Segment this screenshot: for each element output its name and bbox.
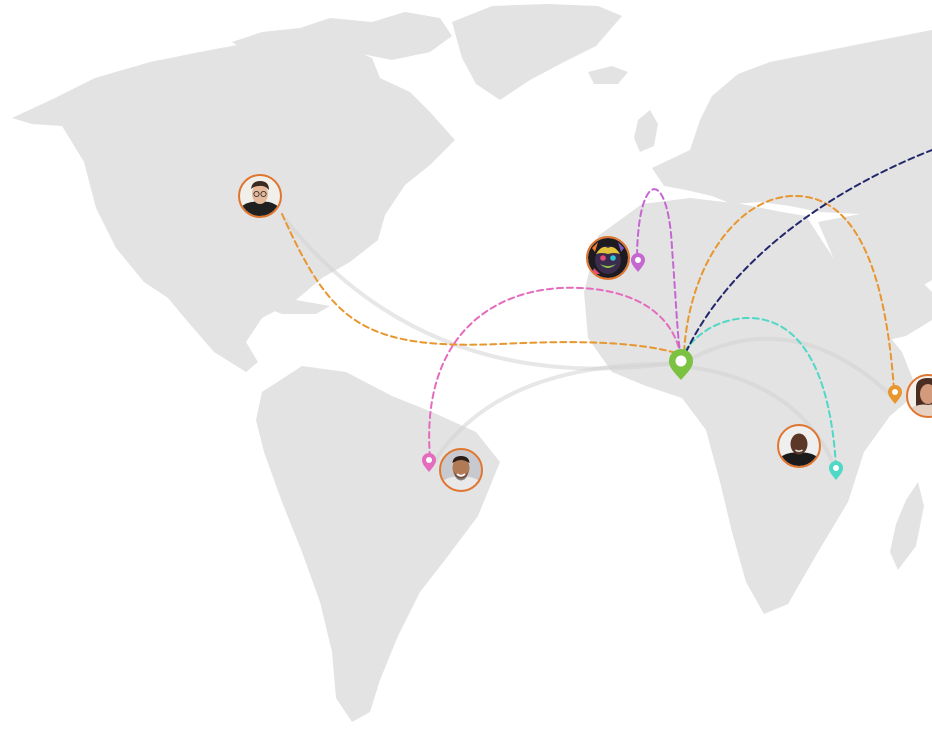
landmass-south-america bbox=[256, 366, 500, 722]
landmass-caribbean bbox=[262, 300, 330, 314]
halo-central-africa bbox=[681, 364, 838, 471]
contact-east-africa-avatar[interactable] bbox=[906, 374, 932, 418]
hub-pin[interactable] bbox=[669, 349, 693, 380]
east-africa-pin[interactable] bbox=[888, 385, 902, 404]
landmass-madagascar bbox=[890, 482, 924, 570]
west-africa-pin[interactable] bbox=[631, 253, 645, 272]
destination-pins bbox=[422, 253, 902, 480]
route-west-africa bbox=[635, 188, 681, 353]
landmass-eurasia bbox=[652, 30, 932, 292]
landmass-north-america bbox=[12, 40, 455, 372]
landmass-arctic-islands bbox=[232, 12, 452, 60]
contact-north-america-avatar[interactable] bbox=[238, 174, 282, 218]
central-africa-pin[interactable] bbox=[829, 461, 843, 480]
landmass-iceland bbox=[588, 66, 628, 84]
route-north-america bbox=[281, 213, 681, 355]
contact-west-africa-avatar[interactable] bbox=[586, 236, 630, 280]
brazil-pin[interactable] bbox=[422, 453, 436, 472]
contact-brazil-avatar[interactable] bbox=[439, 448, 483, 492]
landmass-africa bbox=[584, 198, 918, 614]
halo-east-africa bbox=[680, 336, 896, 400]
contact-avatars bbox=[238, 174, 932, 492]
route-central-africa bbox=[683, 316, 837, 467]
routes bbox=[281, 149, 932, 467]
route-asia bbox=[685, 149, 932, 353]
halo-brazil bbox=[432, 361, 681, 464]
route-brazil bbox=[428, 286, 681, 459]
contact-central-africa-avatar[interactable] bbox=[777, 424, 821, 468]
landmass-greenland bbox=[452, 4, 622, 100]
route-east-africa bbox=[683, 194, 895, 391]
landmass-britain bbox=[634, 110, 658, 152]
landmasses bbox=[12, 4, 932, 722]
